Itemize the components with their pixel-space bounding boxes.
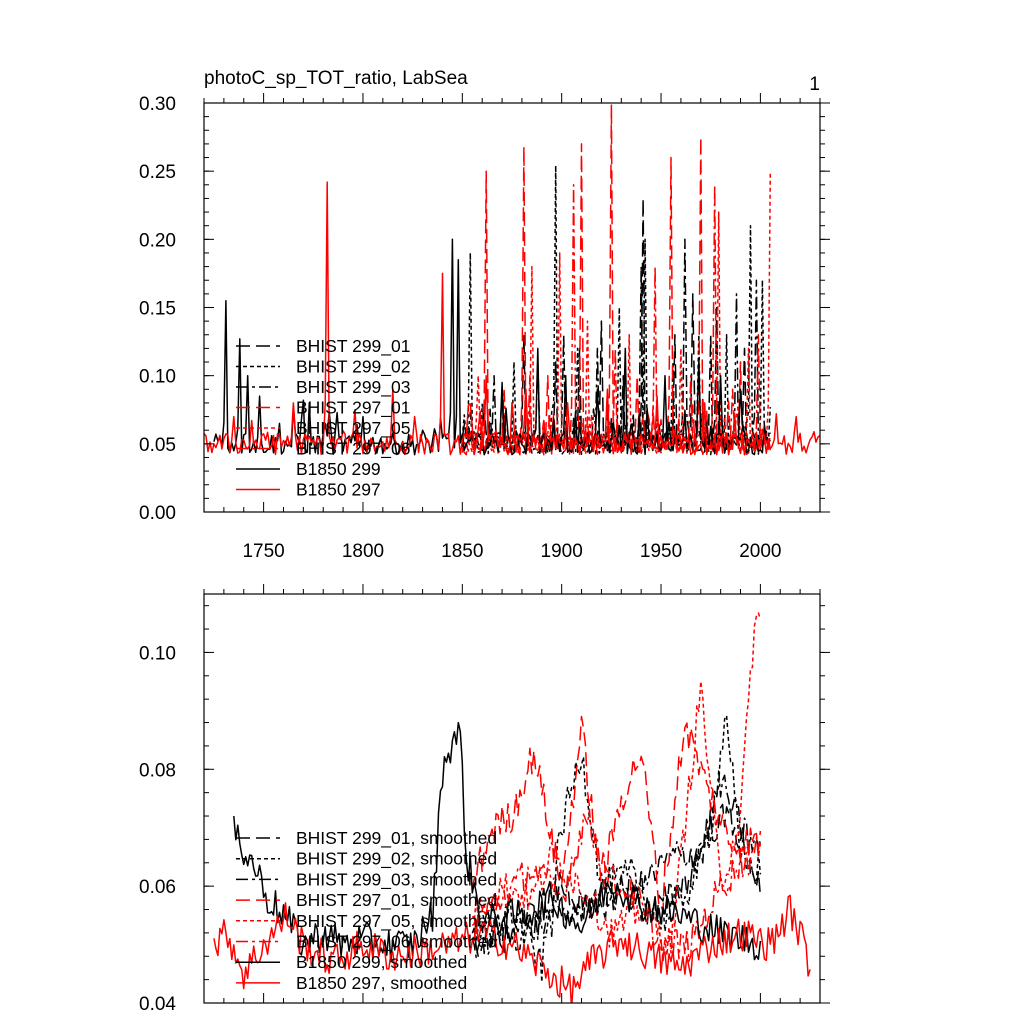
legend-label: BHIST 297_01 bbox=[296, 398, 410, 419]
x-tick-label: 1850 bbox=[441, 541, 483, 562]
series-line-top-8 bbox=[204, 181, 820, 456]
series-line-top-6 bbox=[461, 184, 772, 456]
bottom-panel: 0.040.060.080.10 BHIST 299_01, smoothedB… bbox=[139, 584, 830, 1015]
y-tick-label: 0.10 bbox=[139, 367, 176, 388]
series-line-bottom-3 bbox=[471, 770, 762, 959]
legend-label: B1850 297 bbox=[296, 480, 381, 500]
legend-label: BHIST 297_06, smoothed bbox=[296, 932, 497, 953]
series-line-bottom-4 bbox=[471, 715, 762, 913]
y-tick-label: 0.00 bbox=[139, 503, 176, 524]
series-line-bottom-2 bbox=[471, 714, 762, 983]
legend-label: BHIST 299_01 bbox=[296, 336, 410, 357]
x-tick-label: 2000 bbox=[739, 541, 781, 562]
y-tick-label: 0.30 bbox=[139, 94, 176, 115]
legend-label: BHIST 299_03, smoothed bbox=[296, 869, 497, 890]
series-line-top-4 bbox=[462, 103, 772, 456]
legend-label: BHIST 299_01, smoothed bbox=[296, 828, 497, 849]
y-tick-label: 0.05 bbox=[139, 435, 176, 456]
y-tick-label: 0.25 bbox=[139, 162, 176, 183]
series-line-bottom-7 bbox=[233, 721, 762, 963]
legend-label: BHIST 297_01, smoothed bbox=[296, 890, 497, 911]
top-panel: photoC_sp_TOT_ratio, LabSea 1 1750 1800 18… bbox=[139, 68, 830, 562]
x-tick-label: 1900 bbox=[541, 541, 583, 562]
legend-label: BHIST 297_05, smoothed bbox=[296, 911, 497, 932]
y-tick-label: 0.10 bbox=[139, 643, 176, 664]
y-tick-label: 0.06 bbox=[139, 877, 176, 898]
top-axis-ticks: 1750 1800 1850 1900 1950 2000 0.00 0.05 0.10 0.15… bbox=[139, 93, 830, 562]
legend-label: B1850 299, smoothed bbox=[296, 952, 467, 972]
bottom-series-lines bbox=[213, 612, 811, 1003]
legend-label: B1850 299 bbox=[296, 459, 381, 479]
legend-label: BHIST 297_05 bbox=[296, 418, 410, 439]
legend-label: B1850 297, smoothed bbox=[296, 973, 467, 993]
x-tick-label: 1950 bbox=[640, 541, 682, 562]
x-tick-label: 1800 bbox=[342, 541, 384, 562]
series-line-bottom-5 bbox=[471, 612, 762, 957]
y-tick-label: 0.20 bbox=[139, 230, 176, 251]
top-series-lines bbox=[204, 103, 820, 456]
legend-label: BHIST 299_02 bbox=[296, 357, 410, 378]
bottom-axis-ticks: 0.04 0.06 0.08 0.10 bbox=[139, 584, 830, 1015]
legend-label: BHIST 299_02, smoothed bbox=[296, 849, 497, 870]
y-tick-label: 0.08 bbox=[139, 760, 176, 781]
bottom-plot-frame bbox=[203, 593, 821, 1004]
legend-label: BHIST 299_03 bbox=[296, 377, 410, 398]
series-line-bottom-8 bbox=[213, 894, 811, 1003]
series-line-bottom-6 bbox=[472, 808, 762, 963]
panel-number: 1 bbox=[809, 74, 820, 95]
chart-title: photoC_sp_TOT_ratio, LabSea bbox=[204, 68, 468, 89]
legend-label: BHIST 297_06 bbox=[296, 439, 410, 460]
y-tick-label: 0.04 bbox=[139, 994, 176, 1015]
x-tick-label: 1750 bbox=[242, 541, 284, 562]
y-tick-label: 0.15 bbox=[139, 299, 176, 320]
